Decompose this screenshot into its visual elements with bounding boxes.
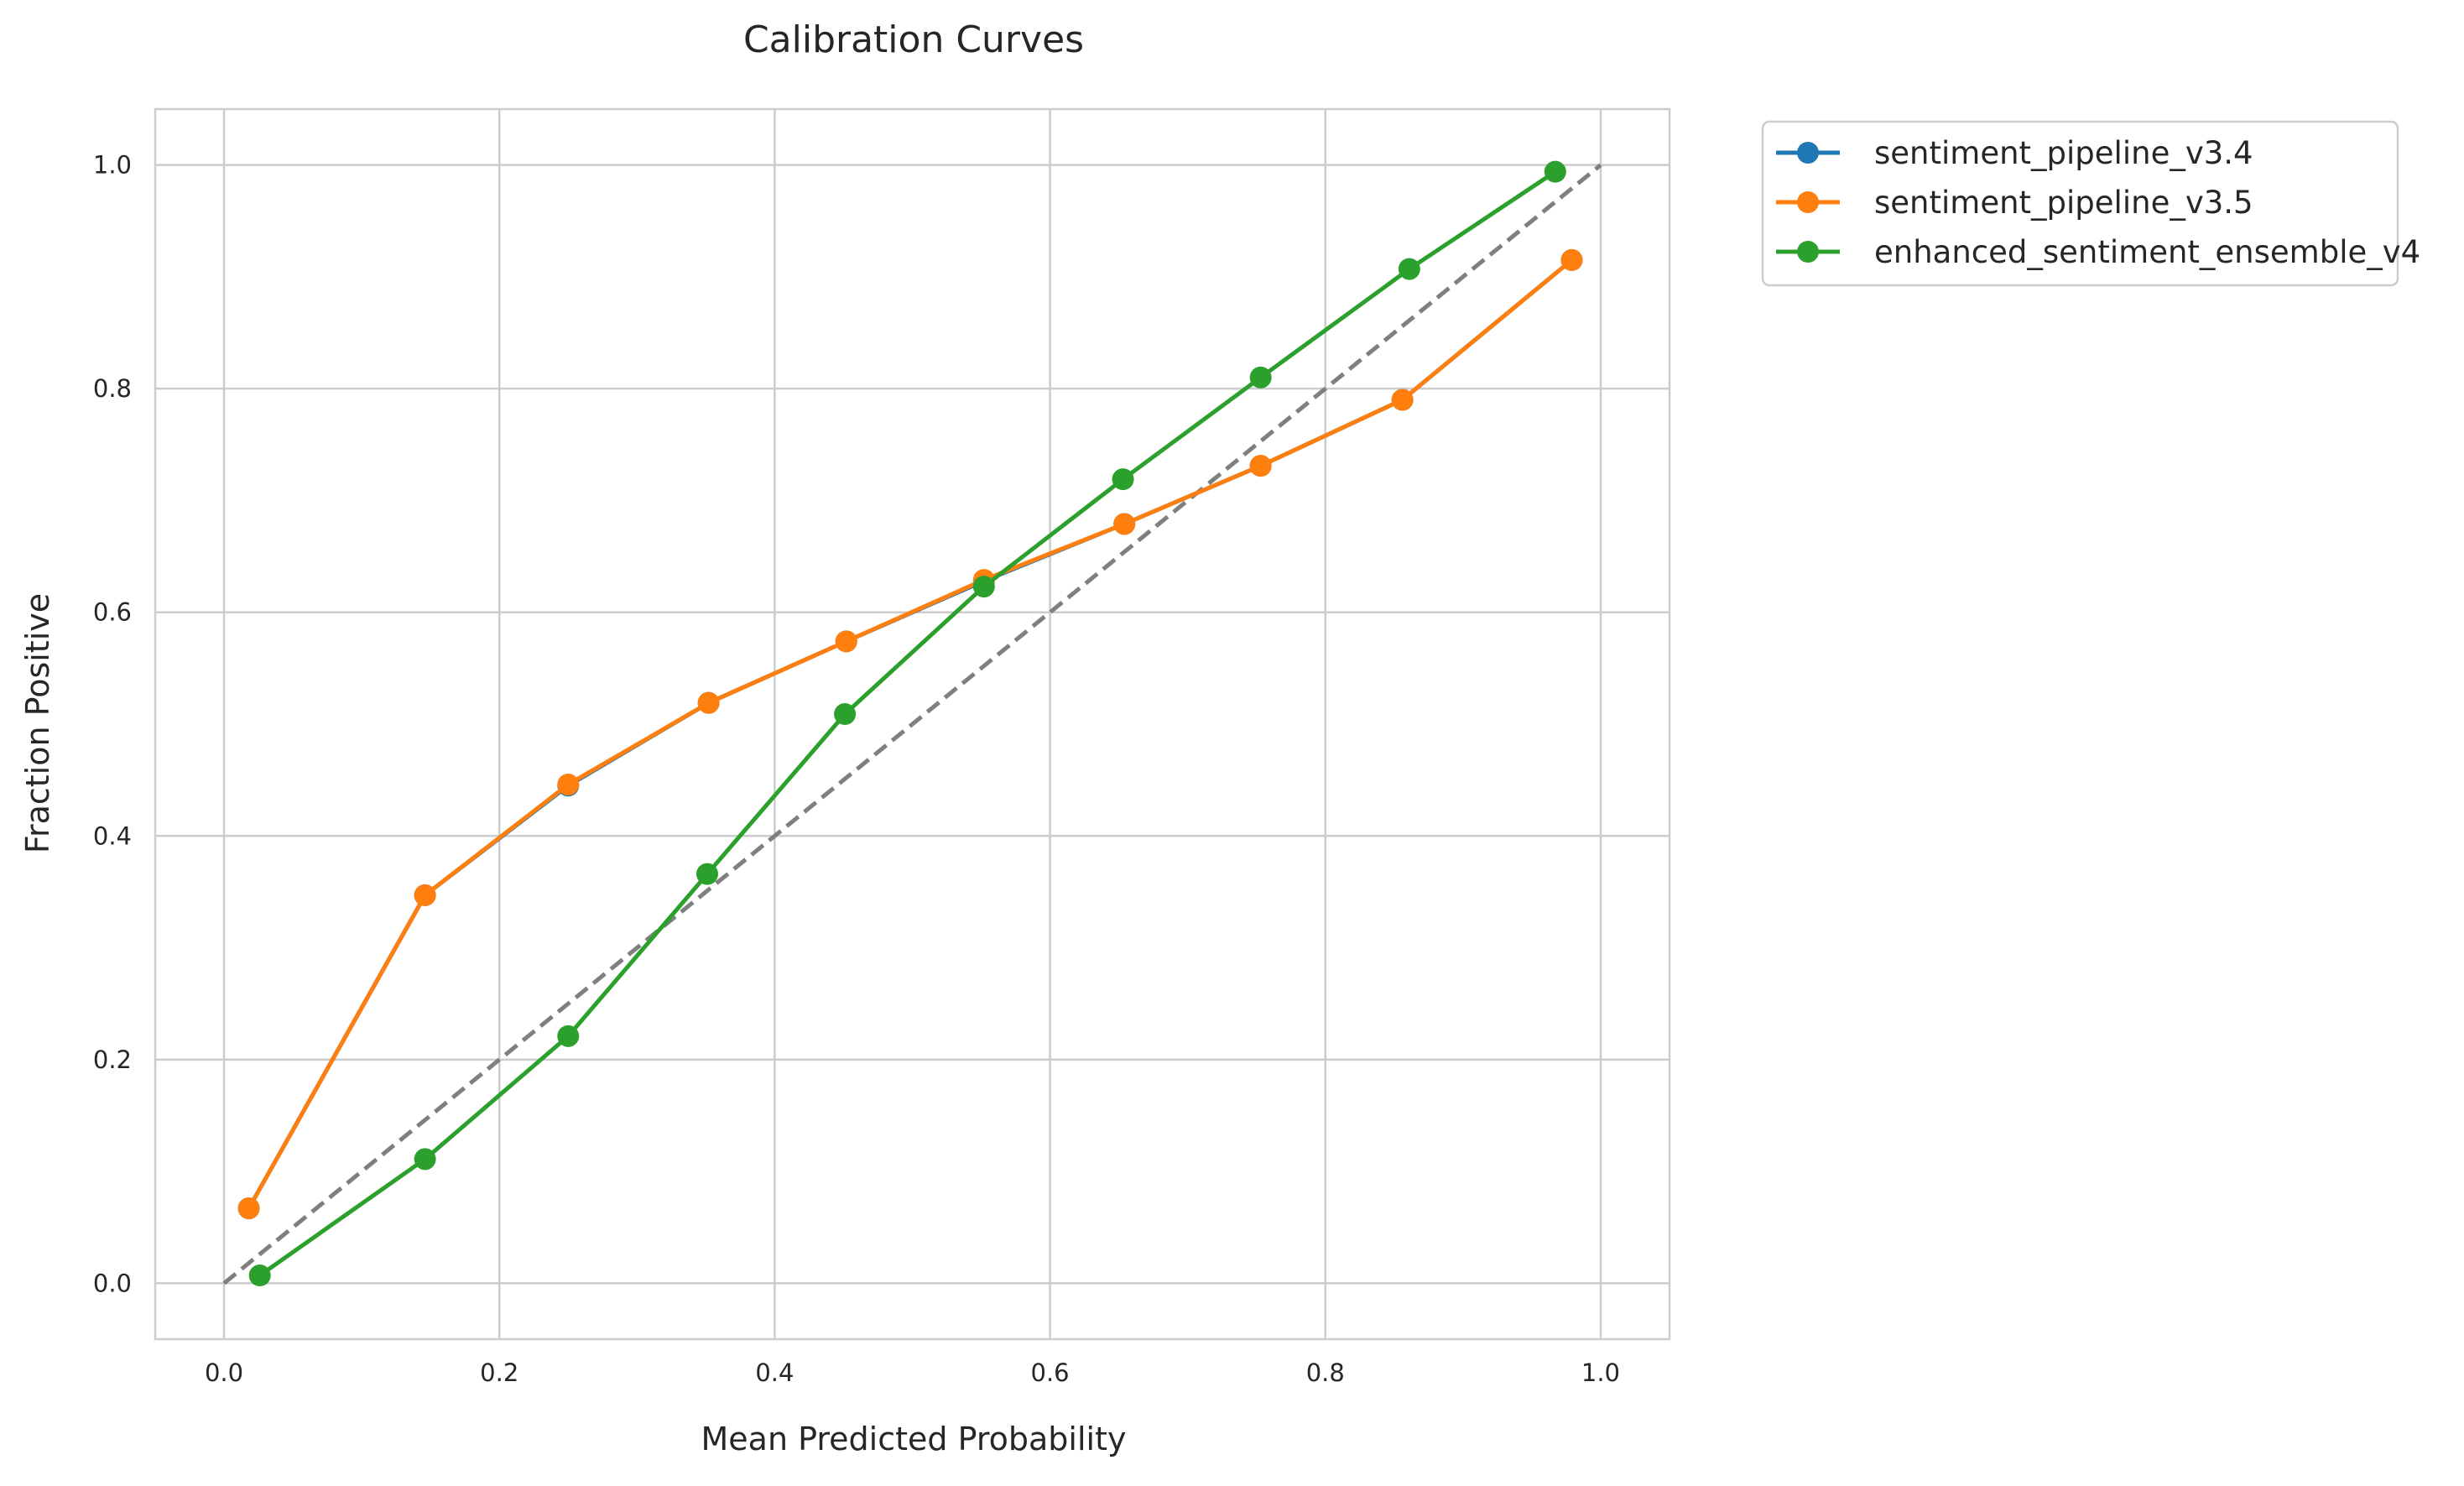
y-axis-label: Fraction Positive [19, 593, 56, 853]
series-layer [237, 160, 1583, 1287]
legend-box [1761, 120, 2399, 287]
reference-line-layer [222, 163, 1602, 1285]
x-axis-label: Mean Predicted Probability [701, 1421, 1127, 1457]
data-point [414, 1148, 436, 1171]
y-tick-label: 0.6 [93, 598, 132, 627]
series-line [247, 258, 1574, 1210]
y-axis-ticks: 0.0 0.2 0.4 0.6 0.8 1.0 [93, 151, 132, 1298]
data-point [237, 1197, 260, 1220]
data-point [1391, 388, 1414, 411]
data-point [1112, 468, 1134, 491]
y-tick-label: 0.0 [93, 1269, 132, 1297]
y-tick-label: 1.0 [93, 151, 132, 180]
data-point [248, 1264, 271, 1287]
legend-marker [1797, 241, 1819, 263]
legend-label: sentiment_pipeline_v3.5 [1874, 185, 2253, 221]
chart-title: Calibration Curves [743, 18, 1084, 61]
legend-item: sentiment_pipeline_v3.5 [1776, 185, 2253, 221]
series-line [258, 169, 1557, 1278]
plot-frame [154, 107, 1671, 1341]
data-point [1560, 248, 1583, 271]
legend-label: enhanced_sentiment_ensemble_v4 [1874, 234, 2420, 270]
data-point [557, 773, 580, 795]
x-tick-label: 0.2 [480, 1358, 518, 1387]
data-point [697, 691, 720, 714]
legend-item: sentiment_pipeline_v3.4 [1776, 135, 2253, 171]
series-2 [237, 248, 1583, 1220]
x-tick-label: 0.6 [1031, 1358, 1070, 1387]
legend-marker [1797, 142, 1819, 164]
series-3 [248, 160, 1566, 1287]
data-point [1398, 258, 1420, 280]
y-tick-label: 0.8 [93, 374, 132, 403]
data-point [557, 1025, 580, 1047]
data-point [1113, 513, 1136, 535]
data-point [1249, 455, 1272, 477]
y-tick-label: 0.4 [93, 821, 132, 850]
legend: sentiment_pipeline_v3.4 sentiment_pipelin… [1761, 120, 2420, 287]
y-tick-label: 0.2 [93, 1045, 132, 1074]
series-1 [237, 248, 1583, 1220]
data-point [1249, 366, 1272, 388]
perfect-calibration-line [222, 163, 1602, 1285]
x-tick-label: 0.8 [1306, 1358, 1345, 1387]
x-axis-ticks: 0.0 0.2 0.4 0.6 0.8 1.0 [205, 1358, 1620, 1387]
x-tick-label: 1.0 [1581, 1358, 1620, 1387]
data-point [972, 576, 995, 598]
data-point [414, 884, 436, 906]
data-point [835, 630, 857, 653]
legend-label: sentiment_pipeline_v3.4 [1874, 135, 2253, 171]
x-tick-label: 0.4 [755, 1358, 794, 1387]
grid [155, 109, 1670, 1339]
data-point [834, 703, 857, 726]
legend-marker [1797, 191, 1819, 213]
series-line [247, 258, 1574, 1210]
data-point [696, 863, 719, 885]
x-tick-label: 0.0 [205, 1358, 243, 1387]
legend-item: enhanced_sentiment_ensemble_v4 [1776, 234, 2420, 270]
data-point [1544, 160, 1566, 183]
